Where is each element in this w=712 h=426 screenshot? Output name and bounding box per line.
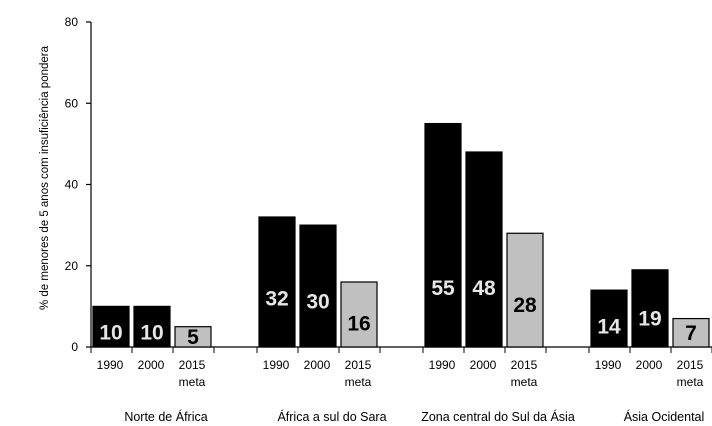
- bar-value-label: 28: [513, 294, 537, 317]
- x-category-label: 1990: [429, 358, 456, 372]
- bar-value-label: 32: [265, 288, 288, 311]
- x-category-label: 2000: [304, 358, 331, 372]
- bar-value-label: 55: [431, 277, 455, 300]
- bar: [258, 216, 296, 348]
- bar-value-label: 10: [99, 322, 122, 345]
- bar-value-label: 7: [685, 322, 697, 345]
- x-category-label: 2015: [511, 358, 538, 372]
- bar: [174, 326, 212, 348]
- bar: [340, 281, 378, 348]
- bar: [506, 232, 544, 348]
- chart-bars: [92, 122, 710, 348]
- x-category-label: 2015: [677, 358, 704, 372]
- bar: [672, 317, 710, 348]
- x-category-sublabel: meta: [677, 375, 704, 389]
- y-tick-label: 60: [65, 96, 79, 110]
- bar: [631, 269, 669, 348]
- y-tick-label: 20: [65, 259, 79, 273]
- bar-value-label: 48: [472, 277, 496, 300]
- bar-value-label: 10: [140, 322, 163, 345]
- bar-value-label: 5: [187, 326, 199, 349]
- x-category-label: 1990: [97, 358, 124, 372]
- x-category-label: 1990: [595, 358, 622, 372]
- x-category-sublabel: meta: [179, 375, 206, 389]
- x-category-label: 2015: [179, 358, 206, 372]
- group-label: Zona central do Sul da Ásia: [421, 409, 575, 424]
- bar-value-label: 19: [638, 308, 661, 331]
- y-axis-label: % de menores de 5 anos com insuficiência…: [39, 45, 51, 310]
- x-category-label: 2000: [470, 358, 497, 372]
- x-category-label: 2000: [138, 358, 165, 372]
- bar: [590, 289, 628, 348]
- bar-value-label: 16: [347, 312, 370, 335]
- bar: [133, 305, 171, 348]
- y-tick-label: 0: [71, 340, 78, 354]
- bar: [92, 305, 130, 348]
- chart-labels: 10 1990 10 2000 5 2015 meta Norte de África 32 19…: [97, 277, 705, 424]
- bar-value-label: 30: [306, 291, 329, 314]
- x-category-label: 2015: [345, 358, 372, 372]
- bar: [465, 151, 503, 348]
- x-category-label: 1990: [263, 358, 290, 372]
- bar-value-label: 14: [597, 315, 621, 338]
- y-tick-label: 40: [65, 178, 79, 192]
- x-category-label: 2000: [636, 358, 663, 372]
- bar: [424, 122, 462, 348]
- group-label: África a sul do Sara: [277, 409, 386, 424]
- y-tick-label: 80: [65, 15, 79, 29]
- x-category-sublabel: meta: [511, 375, 538, 389]
- group-label: Ásia Ocidental: [624, 409, 705, 424]
- bar: [299, 224, 337, 348]
- group-label: Norte de África: [124, 409, 207, 424]
- x-category-sublabel: meta: [345, 375, 372, 389]
